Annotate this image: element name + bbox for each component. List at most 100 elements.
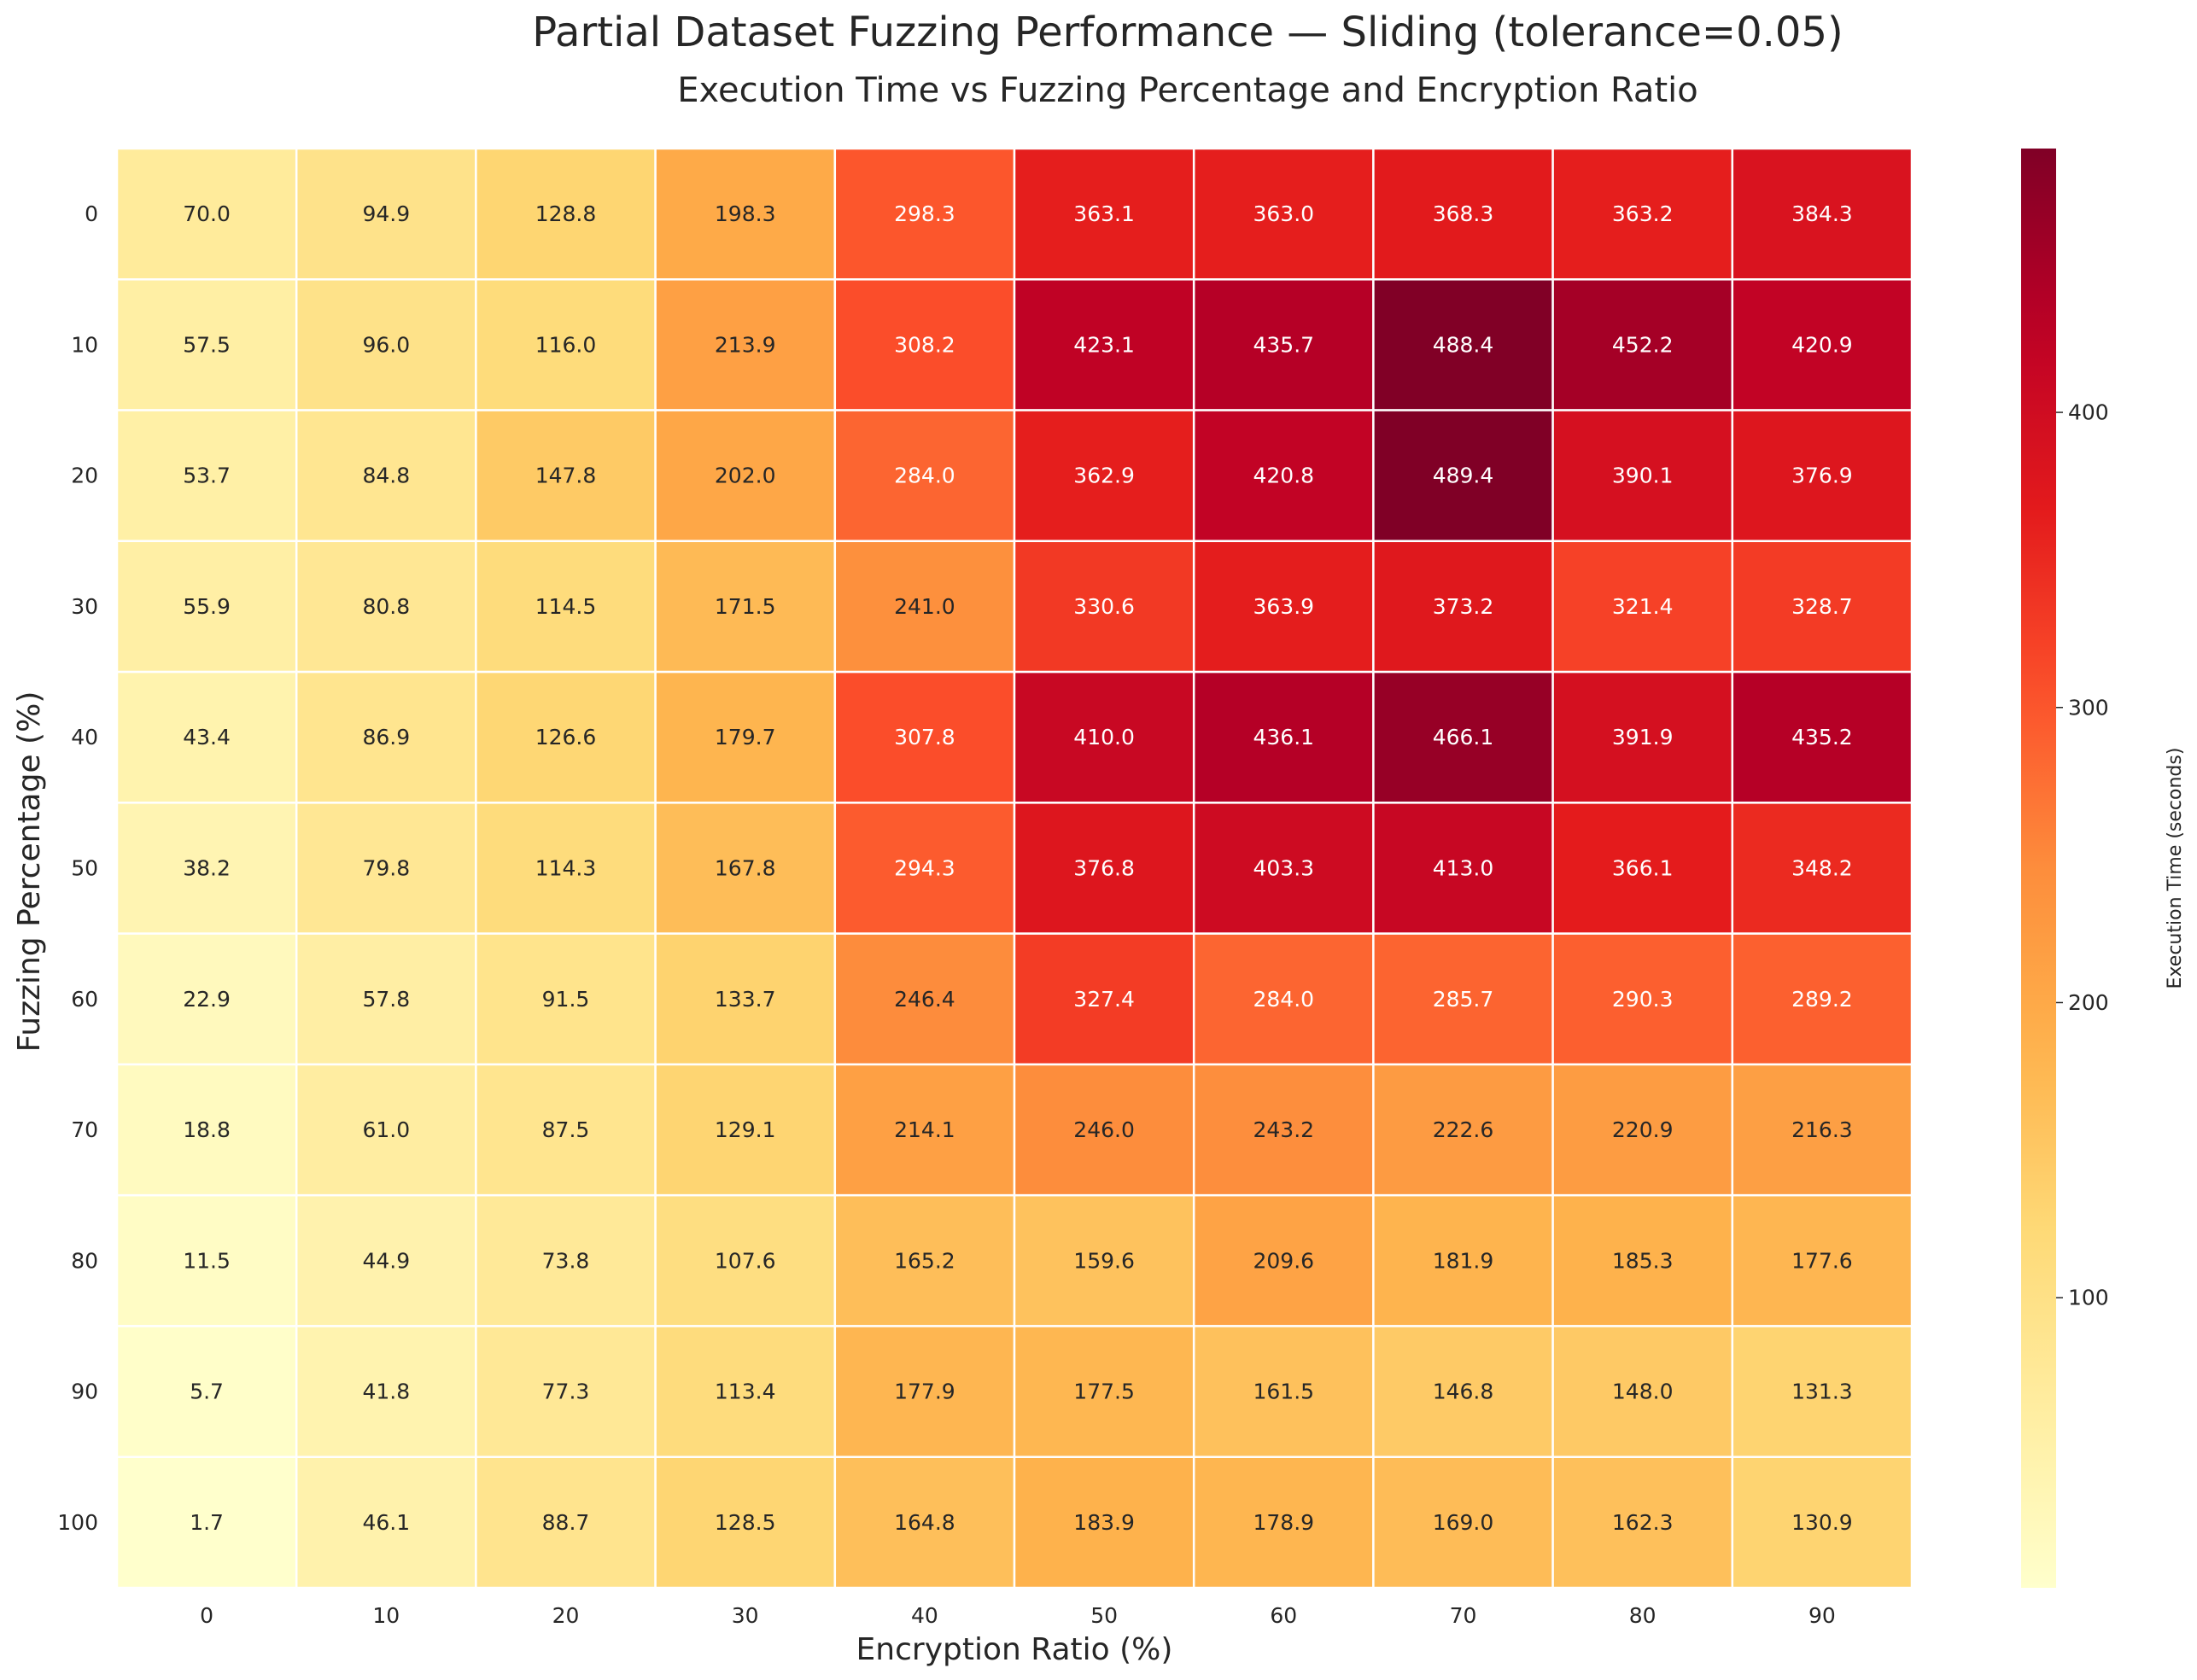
y-tick-label: 0 xyxy=(85,201,98,226)
heatmap-cell xyxy=(1551,278,1734,411)
y-tick-label: 100 xyxy=(57,1510,98,1535)
heatmap-cell-value: 376.9 xyxy=(1791,464,1853,488)
heatmap-cell-value: 126.6 xyxy=(535,725,597,750)
y-tick-label: 30 xyxy=(71,594,98,619)
heatmap-cell-value: 162.3 xyxy=(1612,1510,1674,1535)
heatmap-cell xyxy=(1551,670,1734,804)
y-tick-label: 80 xyxy=(71,1248,98,1273)
heatmap-cell-value: 213.9 xyxy=(715,332,776,357)
heatmap-cell-value: 436.1 xyxy=(1253,725,1315,750)
x-tick-label: 10 xyxy=(372,1603,400,1628)
heatmap-cell-value: 289.2 xyxy=(1791,987,1853,1012)
heatmap-cell xyxy=(1192,278,1375,411)
heatmap-cell-value: 420.8 xyxy=(1253,464,1315,488)
heatmap-cell-value: 87.5 xyxy=(542,1117,590,1142)
heatmap-cell xyxy=(1192,540,1375,674)
heatmap-cells xyxy=(115,147,1914,1590)
heatmap-cell-value: 131.3 xyxy=(1791,1380,1853,1404)
x-tick-label: 30 xyxy=(732,1603,759,1628)
y-tick-label: 60 xyxy=(71,987,98,1012)
heatmap-cell-value: 321.4 xyxy=(1612,594,1674,619)
heatmap-cell xyxy=(1013,1063,1195,1197)
heatmap-cell-value: 148.0 xyxy=(1612,1380,1674,1404)
heatmap-cell-value: 179.7 xyxy=(715,725,776,750)
heatmap-cell xyxy=(1731,147,1914,281)
heatmap-cell-value: 22.9 xyxy=(183,987,231,1012)
heatmap-cell xyxy=(115,802,298,935)
heatmap-cell xyxy=(833,1325,1016,1458)
heatmap-cell-value: 96.0 xyxy=(362,332,410,357)
heatmap-cell-value: 214.1 xyxy=(894,1117,955,1142)
heatmap-cell-value: 366.1 xyxy=(1612,856,1674,881)
heatmap-cell xyxy=(1731,1193,1914,1327)
heatmap-cell xyxy=(1551,802,1734,935)
heatmap-cell xyxy=(1731,932,1914,1066)
heatmap-cell xyxy=(115,147,298,281)
heatmap-cell-value: 171.5 xyxy=(715,594,776,619)
heatmap-cell-value: 327.4 xyxy=(1073,987,1135,1012)
heatmap-cell-value: 41.8 xyxy=(362,1380,410,1404)
heatmap-cell-value: 222.6 xyxy=(1433,1117,1494,1142)
heatmap-cell-value: 5.7 xyxy=(190,1380,224,1404)
heatmap-cell xyxy=(654,802,837,935)
heatmap-cell-value: 55.9 xyxy=(183,594,231,619)
heatmap-cell-value: 46.1 xyxy=(362,1510,410,1535)
heatmap-cell-value: 129.1 xyxy=(715,1117,776,1142)
y-tick-label: 40 xyxy=(71,725,98,750)
heatmap-cell xyxy=(295,278,477,411)
heatmap-cell-value: 308.2 xyxy=(894,332,955,357)
y-tick-label: 50 xyxy=(71,856,98,881)
heatmap-cell-value: 466.1 xyxy=(1433,725,1494,750)
heatmap-cell-value: 53.7 xyxy=(183,464,231,488)
heatmap-cell xyxy=(1551,540,1734,674)
heatmap-cell xyxy=(833,670,1016,804)
heatmap-cell-value: 246.4 xyxy=(894,987,955,1012)
heatmap-cell-value: 435.2 xyxy=(1791,725,1853,750)
x-tick-label: 70 xyxy=(1450,1603,1477,1628)
heatmap-cell-value: 11.5 xyxy=(183,1248,231,1273)
y-axis-ticks: 0 10 20 30 40 50 60 70 80 90 100 xyxy=(57,201,98,1535)
heatmap-cell-value: 209.6 xyxy=(1253,1248,1315,1273)
heatmap-cell-value: 363.0 xyxy=(1253,201,1315,226)
heatmap-cell xyxy=(1731,278,1914,411)
heatmap-cell xyxy=(1192,1325,1375,1458)
heatmap-cell-value: 373.2 xyxy=(1433,594,1494,619)
heatmap-cell-value: 130.9 xyxy=(1791,1510,1853,1535)
heatmap-cell xyxy=(295,409,477,543)
heatmap-cell-value: 488.4 xyxy=(1433,332,1494,357)
x-axis-label: Encryption Ratio (%) xyxy=(856,1632,1173,1667)
heatmap-cell-value: 307.8 xyxy=(894,725,955,750)
heatmap-cell xyxy=(475,147,657,281)
heatmap-cell-value: 164.8 xyxy=(894,1510,955,1535)
heatmap-cell-value: 435.7 xyxy=(1253,332,1315,357)
y-tick-label: 20 xyxy=(71,464,98,488)
heatmap-cell-value: 114.3 xyxy=(535,856,597,881)
colorbar-ticks: 100 200 300 400 xyxy=(2056,400,2109,1310)
heatmap-cell-value: 88.7 xyxy=(542,1510,590,1535)
heatmap-cell-value: 423.1 xyxy=(1073,332,1135,357)
heatmap-cell xyxy=(1372,409,1554,543)
heatmap-cell-value: 177.6 xyxy=(1791,1248,1853,1273)
heatmap-cell-value: 328.7 xyxy=(1791,594,1853,619)
heatmap-cell xyxy=(475,409,657,543)
heatmap-cell-value: 294.3 xyxy=(894,856,955,881)
heatmap-cell xyxy=(1372,1455,1554,1590)
heatmap-cell-value: 107.6 xyxy=(715,1248,776,1273)
heatmap-cell xyxy=(295,1063,477,1197)
heatmap-cell-value: 79.8 xyxy=(362,856,410,881)
heatmap-cell-value: 348.2 xyxy=(1791,856,1853,881)
heatmap-cell-value: 178.9 xyxy=(1253,1510,1315,1535)
heatmap-cell xyxy=(1192,670,1375,804)
heatmap-cell-value: 285.7 xyxy=(1433,987,1494,1012)
heatmap-cell-value: 133.7 xyxy=(715,987,776,1012)
x-tick-label: 50 xyxy=(1090,1603,1118,1628)
heatmap-cell-value: 43.4 xyxy=(183,725,231,750)
heatmap-cell xyxy=(1372,1063,1554,1197)
heatmap-cell-value: 165.2 xyxy=(894,1248,955,1273)
heatmap-cell xyxy=(1551,409,1734,543)
heatmap-cell-value: 57.5 xyxy=(183,332,231,357)
heatmap-cell xyxy=(295,670,477,804)
colorbar-tick-label: 400 xyxy=(2068,400,2109,425)
heatmap-cell xyxy=(654,147,837,281)
heatmap-cell-value: 390.1 xyxy=(1612,464,1674,488)
